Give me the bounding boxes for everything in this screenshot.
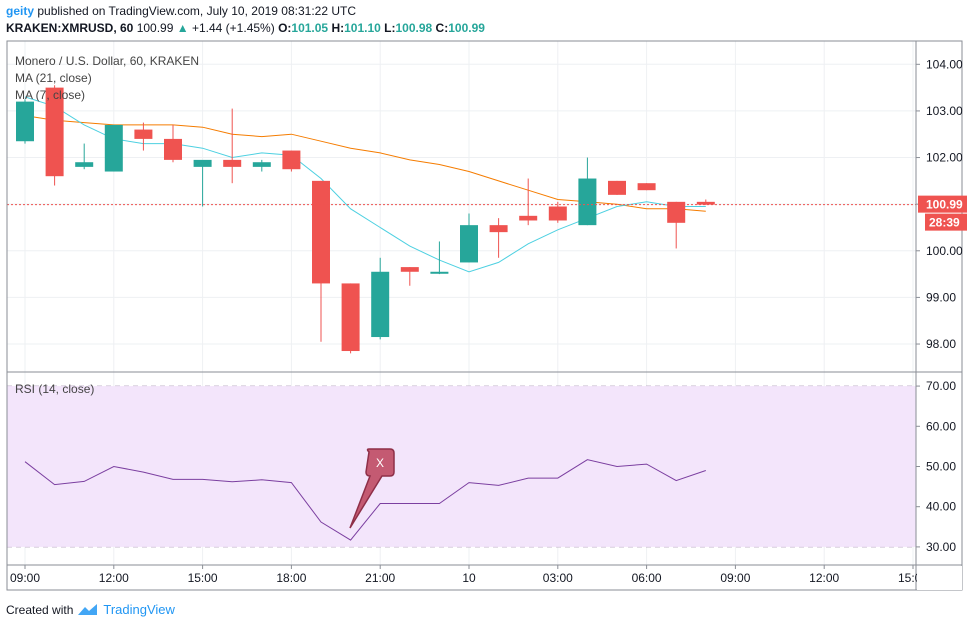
price-tick-label-5: 103.00 xyxy=(926,104,963,118)
symbol-label: KRAKEN:XMRUSD, 60 xyxy=(6,21,134,35)
last-price-badge-bg xyxy=(918,195,967,213)
candle-body-11 xyxy=(341,283,360,352)
rsi-tick-label-3: 60.00 xyxy=(926,419,956,433)
candle-body-14 xyxy=(430,271,449,274)
time-tick-label-3: 18:00 xyxy=(276,571,306,585)
time-tick-label-7: 06:00 xyxy=(632,571,662,585)
rsi-tick-label-0: 30.00 xyxy=(926,540,956,554)
candle-body-15 xyxy=(460,225,478,263)
close-label: C: xyxy=(435,21,449,35)
annotation-callout[interactable]: X xyxy=(349,448,395,529)
low-value: 100.98 xyxy=(395,21,433,35)
candle-body-23 xyxy=(696,201,715,205)
candle-body-22 xyxy=(667,201,686,223)
footer: Created with TradingView xyxy=(6,602,175,617)
ma7-line xyxy=(24,96,706,273)
rsi-series xyxy=(24,459,706,541)
time-tick-label-1: 12:00 xyxy=(99,571,129,585)
candle-body-18 xyxy=(548,206,567,221)
candle-body-8 xyxy=(252,162,271,167)
created-with-text: Created with xyxy=(6,602,74,617)
time-axis-mask xyxy=(917,566,962,590)
publisher-username[interactable]: geity xyxy=(6,4,35,18)
time-tick-label-2: 15:00 xyxy=(188,571,218,585)
axes: 98.0099.00100.00101.00102.00103.00104.00… xyxy=(10,57,963,590)
rsi-tick-label-4: 70.00 xyxy=(926,379,956,393)
candle-body-2 xyxy=(75,162,94,167)
price-badge: 100.99 28:39 xyxy=(918,195,967,231)
candle-body-1 xyxy=(45,87,64,177)
last-price-badge: 100.99 xyxy=(926,198,963,212)
tradingview-logo-icon xyxy=(78,603,98,615)
tradingview-brand[interactable]: TradingView xyxy=(103,602,175,617)
price-tick-label-1: 99.00 xyxy=(926,290,956,304)
ma21-line xyxy=(24,115,706,212)
candles xyxy=(7,85,916,354)
rsi-line xyxy=(24,459,706,541)
candle-body-7 xyxy=(223,159,242,167)
candle-body-19 xyxy=(578,178,597,226)
rsi-band xyxy=(7,386,916,547)
candle-body-13 xyxy=(400,267,419,272)
candle-body-17 xyxy=(519,215,538,221)
countdown-badge: 28:39 xyxy=(929,216,960,230)
last-price: 100.99 xyxy=(136,21,174,35)
candle-body-10 xyxy=(312,180,330,284)
publish-line: geity published on TradingView.com, July… xyxy=(6,4,356,18)
candle-body-16 xyxy=(489,225,508,233)
price-tick-label-2: 100.00 xyxy=(926,244,963,258)
published-text: published on TradingView.com, July 10, 2… xyxy=(37,4,357,18)
countdown-badge-bg xyxy=(925,213,967,231)
time-tick-label-4: 21:00 xyxy=(365,571,395,585)
candle-body-5 xyxy=(164,138,182,160)
time-tick-label-9: 12:00 xyxy=(809,571,839,585)
moving-averages xyxy=(24,96,706,273)
candle-body-4 xyxy=(134,129,153,139)
symbol-line: KRAKEN:XMRUSD, 60 100.99 ▲ +1.44 (+1.45%… xyxy=(6,21,485,35)
rsi-tick-label-2: 50.00 xyxy=(926,459,956,473)
candle-body-20 xyxy=(608,180,626,195)
time-tick-label-0: 09:00 xyxy=(10,571,40,585)
price-change: +1.44 (+1.45%) xyxy=(191,21,275,35)
low-label: L: xyxy=(384,21,396,35)
up-arrow-icon: ▲ xyxy=(176,21,189,35)
chart-frame xyxy=(6,40,963,591)
legend-rsi[interactable]: RSI (14, close) xyxy=(15,382,95,396)
candle-body-21 xyxy=(637,183,656,191)
high-label: H: xyxy=(331,21,345,35)
candle-body-9 xyxy=(282,150,301,170)
callout-label: X xyxy=(376,456,384,470)
time-tick-label-8: 09:00 xyxy=(720,571,750,585)
rsi-tick-label-1: 40.00 xyxy=(926,500,956,514)
open-value: 101.05 xyxy=(291,21,329,35)
open-label: O: xyxy=(278,21,292,35)
close-value: 100.99 xyxy=(448,21,485,35)
price-tick-label-4: 102.00 xyxy=(926,151,963,165)
time-tick-label-5: 10 xyxy=(462,571,476,585)
time-tick-label-6: 03:00 xyxy=(543,571,573,585)
high-value: 101.10 xyxy=(344,21,381,35)
candle-body-3 xyxy=(104,124,123,172)
outer-frame xyxy=(6,40,963,591)
legend-ma7[interactable]: MA (7, close) xyxy=(15,88,86,102)
candle-body-0 xyxy=(16,101,34,142)
candle-body-12 xyxy=(371,271,390,338)
candle-body-6 xyxy=(193,159,212,167)
callout-shape xyxy=(349,448,395,529)
legend-ma21[interactable]: MA (21, close) xyxy=(15,71,92,85)
price-tick-label-6: 104.00 xyxy=(926,57,963,71)
price-tick-label-0: 98.00 xyxy=(926,337,956,351)
chart-title: Monero / U.S. Dollar, 60, KRAKEN xyxy=(15,54,200,68)
